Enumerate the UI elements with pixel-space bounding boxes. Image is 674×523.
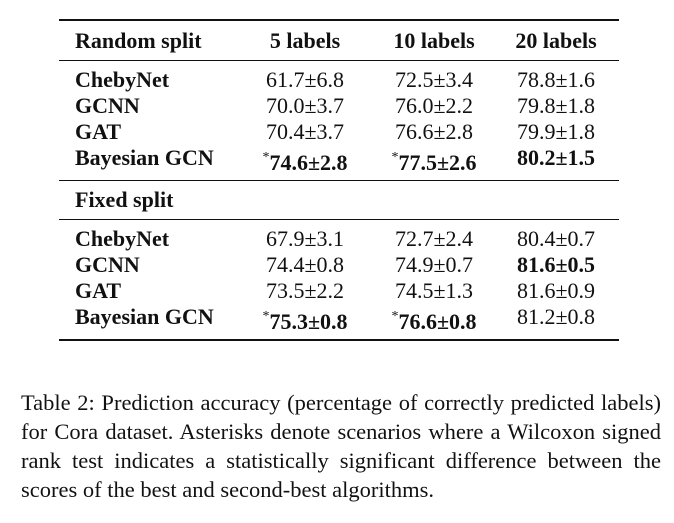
bottom-rule [59,339,619,341]
table-row: GAT 73.5±2.2 74.5±1.3 81.6±0.9 [59,278,619,304]
cell-10-labels: 74.9±0.7 [394,252,474,277]
cell-5-labels: 73.5±2.2 [265,278,345,303]
section-rule [59,219,619,220]
cell-5-labels: 67.9±3.1 [265,226,345,251]
cell-20-labels: 79.9±1.8 [516,119,596,144]
cell-20-labels: 80.4±0.7 [516,226,596,251]
cell-10-labels: 74.5±1.3 [394,278,474,303]
fixed-split-label: Fixed split [75,187,174,212]
cell-5-labels: 61.7±6.8 [265,67,345,92]
table-row: Bayesian GCN *75.3±0.8 *76.6±0.8 81.2±0.… [59,304,619,334]
cell-10-labels: 72.7±2.4 [394,226,474,251]
method-name: Bayesian GCN [75,304,214,329]
cell-20-labels: 79.8±1.8 [516,93,596,118]
table-row: GCNN 74.4±0.8 74.9±0.7 81.6±0.5 [59,252,619,278]
method-name: ChebyNet [75,226,170,251]
table-caption: Table 2: Prediction accuracy (percentage… [21,389,661,502]
table-row: Bayesian GCN *74.6±2.8 *77.5±2.6 80.2±1.… [59,145,619,175]
fixed-split-row: Fixed split [59,187,619,213]
cell-20-labels: 81.6±0.5 [516,252,596,277]
cell-20-labels: 80.2±1.5 [516,145,596,170]
cell-10-labels: *76.6±0.8 [379,304,489,335]
cell-5-labels: *74.6±2.8 [250,145,360,176]
mid-rule [59,60,619,61]
header-5-labels: 5 labels [269,28,341,53]
top-rule [59,19,619,21]
table-row: ChebyNet 67.9±3.1 72.7±2.4 80.4±0.7 [59,226,619,252]
cell-20-labels: 81.2±0.8 [516,304,596,329]
best-value: 76.6±0.8 [398,309,477,334]
best-value: 75.3±0.8 [269,309,348,334]
cell-5-labels: 70.4±3.7 [265,119,345,144]
cell-5-labels: *75.3±0.8 [250,304,360,335]
method-name: GCNN [75,252,140,277]
best-value: 77.5±2.6 [398,150,477,175]
significance-star: * [262,150,270,165]
table-row: GCNN 70.0±3.7 76.0±2.2 79.8±1.8 [59,93,619,119]
table-row: GAT 70.4±3.7 76.6±2.8 79.9±1.8 [59,119,619,145]
significance-star: * [262,309,270,324]
method-name: GAT [75,278,122,303]
header-random-split: Random split [75,28,202,53]
cell-5-labels: 74.4±0.8 [265,252,345,277]
section-rule [59,180,619,181]
cell-10-labels: 76.0±2.2 [394,93,474,118]
cell-20-labels: 81.6±0.9 [516,278,596,303]
method-name: GCNN [75,93,140,118]
header-10-labels: 10 labels [393,28,475,53]
method-name: ChebyNet [75,67,170,92]
cell-20-labels: 78.8±1.6 [516,67,596,92]
header-20-labels: 20 labels [515,28,597,53]
method-name: Bayesian GCN [75,145,214,170]
method-name: GAT [75,119,122,144]
significance-star: * [391,309,399,324]
cell-10-labels: *77.5±2.6 [379,145,489,176]
table-row: ChebyNet 61.7±6.8 72.5±3.4 78.8±1.6 [59,67,619,93]
best-value: 74.6±2.8 [269,150,348,175]
cell-10-labels: 72.5±3.4 [394,67,474,92]
header-row: Random split 5 labels 10 labels 20 label… [59,28,619,54]
cell-10-labels: 76.6±2.8 [394,119,474,144]
cell-5-labels: 70.0±3.7 [265,93,345,118]
significance-star: * [391,150,399,165]
